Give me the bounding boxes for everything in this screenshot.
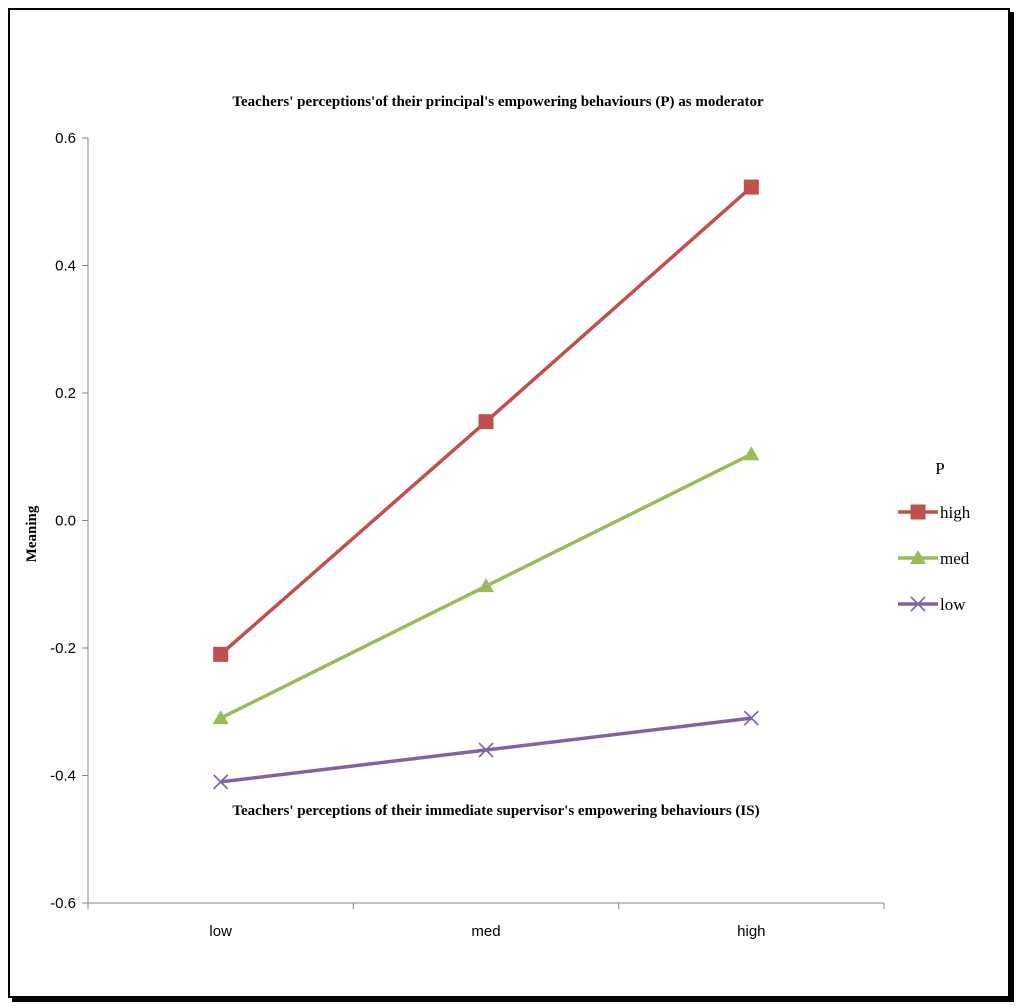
- data-point-med: [212, 710, 229, 725]
- x-axis-label: Teachers' perceptions of their immediate…: [232, 803, 759, 819]
- legend-label: low: [940, 595, 966, 614]
- legend-item-high: high: [898, 503, 971, 522]
- data-point-high: [743, 179, 759, 195]
- chart-frame: Teachers' perceptions'of their principal…: [8, 8, 1010, 998]
- legend-item-low: low: [898, 595, 966, 614]
- x-tick-label: low: [209, 923, 232, 940]
- series-low: [213, 710, 759, 790]
- legend-marker: [910, 596, 926, 612]
- legend: P high med low: [898, 459, 971, 614]
- data-point-high: [478, 414, 494, 430]
- series-layer: [212, 179, 760, 790]
- y-tick-label: 0.4: [55, 258, 76, 275]
- data-point-high: [213, 646, 229, 662]
- series-med: [212, 446, 760, 725]
- legend-label: high: [940, 503, 971, 522]
- y-tick-label: -0.6: [50, 895, 76, 912]
- y-tick-label: 0.6: [55, 130, 76, 147]
- y-tick-label: -0.4: [50, 768, 76, 785]
- y-tick-label: 0.2: [55, 385, 76, 402]
- line-chart: Teachers' perceptions'of their principal…: [24, 94, 971, 940]
- legend-marker: [910, 504, 926, 520]
- legend-item-med: med: [898, 549, 970, 568]
- axes: 0.6 0.4 0.2 0.0 -0.2 -0.4 -0.6 low med high: [50, 130, 885, 940]
- data-point-low: [213, 774, 229, 790]
- x-tick-label: high: [737, 923, 765, 940]
- y-axis-label: Meaning: [24, 505, 40, 562]
- x-tick-label: med: [471, 923, 500, 940]
- legend-marker: [910, 550, 926, 564]
- chart-title: Teachers' perceptions'of their principal…: [232, 94, 764, 110]
- data-point-low: [743, 710, 759, 726]
- legend-label: med: [940, 549, 970, 568]
- y-tick-label: 0.0: [55, 513, 76, 530]
- data-point-med: [743, 446, 760, 461]
- series-high: [213, 179, 759, 662]
- y-tick-label: -0.2: [50, 640, 76, 657]
- data-point-low: [478, 742, 494, 758]
- data-point-med: [478, 578, 494, 593]
- legend-title: P: [935, 459, 944, 478]
